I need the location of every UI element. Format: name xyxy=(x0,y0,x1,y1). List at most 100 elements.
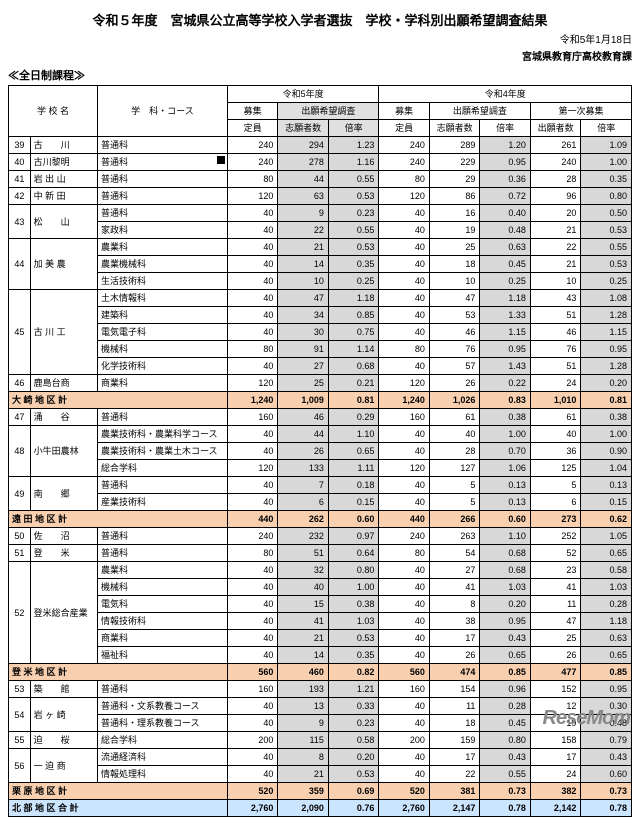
data-cell: 10 xyxy=(530,273,581,290)
hdr-firstround: 第一次募集 xyxy=(530,103,631,120)
data-cell: 1.28 xyxy=(581,358,632,375)
data-cell: 0.95 xyxy=(581,341,632,358)
department-name: 電気電子科 xyxy=(98,324,228,341)
school-name: 古 川 工 xyxy=(30,290,97,375)
data-cell: 0.20 xyxy=(328,749,379,766)
data-cell: 40 xyxy=(379,222,430,239)
data-cell: 115 xyxy=(278,732,329,749)
table-row: 建築科40340.8540531.33511.28 xyxy=(9,307,632,324)
data-cell: 382 xyxy=(530,783,581,800)
data-cell: 40 xyxy=(379,426,430,443)
data-cell: 40 xyxy=(227,494,278,511)
data-cell: 2,760 xyxy=(227,800,278,817)
row-number: 42 xyxy=(9,188,31,205)
department-name: 普通科 xyxy=(98,681,228,698)
data-cell: 46 xyxy=(278,409,329,426)
table-row: 49南 郷普通科4070.184050.1350.13 xyxy=(9,477,632,494)
table-row: 56一 迫 商流通経済科4080.2040170.43170.43 xyxy=(9,749,632,766)
data-cell: 40 xyxy=(379,205,430,222)
data-cell: 0.43 xyxy=(480,749,531,766)
department-name: 商業科 xyxy=(98,630,228,647)
data-cell: 0.15 xyxy=(328,494,379,511)
data-cell: 40 xyxy=(379,358,430,375)
data-cell: 40 xyxy=(429,426,480,443)
data-cell: 240 xyxy=(227,137,278,154)
data-cell: 0.38 xyxy=(581,409,632,426)
data-cell: 14 xyxy=(278,256,329,273)
data-cell: 40 xyxy=(379,596,430,613)
data-cell: 15 xyxy=(278,596,329,613)
table-row: 50佐 沼普通科2402320.972402631.102521.05 xyxy=(9,528,632,545)
data-cell: 1.05 xyxy=(581,528,632,545)
data-cell: 2,147 xyxy=(429,800,480,817)
data-cell: 1.03 xyxy=(581,579,632,596)
data-cell: 0.29 xyxy=(328,409,379,426)
data-cell: 0.53 xyxy=(328,630,379,647)
data-cell: 40 xyxy=(227,715,278,732)
hdr-y4: 令和4年度 xyxy=(379,86,632,103)
table-row: 北 部 地 区 合 計2,7602,0900.762,7602,1470.782… xyxy=(9,800,632,817)
row-number: 50 xyxy=(9,528,31,545)
data-cell: 22 xyxy=(429,766,480,783)
hdr-school: 学 校 名 xyxy=(9,86,98,137)
data-cell: 0.69 xyxy=(328,783,379,800)
data-cell: 0.45 xyxy=(480,715,531,732)
data-cell: 1,009 xyxy=(278,392,329,409)
department-name: 普通科 xyxy=(98,205,228,222)
table-row: 電気科40150.384080.20110.28 xyxy=(9,596,632,613)
data-cell: 24 xyxy=(530,766,581,783)
data-cell: 0.53 xyxy=(581,222,632,239)
issue-date: 令和5年1月18日 xyxy=(8,31,632,46)
data-cell: 36 xyxy=(530,443,581,460)
data-cell: 26 xyxy=(278,443,329,460)
row-number: 41 xyxy=(9,171,31,188)
school-name: 登 米 xyxy=(30,545,97,562)
data-cell: 440 xyxy=(379,511,430,528)
row-number: 53 xyxy=(9,681,31,698)
data-cell: 0.20 xyxy=(581,375,632,392)
school-name: 迫 桜 xyxy=(30,732,97,749)
data-cell: 80 xyxy=(227,545,278,562)
data-cell: 57 xyxy=(429,358,480,375)
table-row: 登 米 地 区 計5604600.825604740.854770.85 xyxy=(9,664,632,681)
data-cell: 17 xyxy=(429,630,480,647)
data-cell: 80 xyxy=(227,341,278,358)
data-cell: 6 xyxy=(530,494,581,511)
row-number: 55 xyxy=(9,732,31,749)
data-cell: 0.58 xyxy=(581,562,632,579)
table-row: 43松 山普通科4090.2340160.40200.50 xyxy=(9,205,632,222)
table-row: 栗 原 地 区 計5203590.695203810.733820.73 xyxy=(9,783,632,800)
department-name: 農業技術科・農業土木コース xyxy=(98,443,228,460)
results-table: 学 校 名 学 科・コース 令和5年度 令和4年度 募集 出願希望調査 募集 出… xyxy=(8,85,632,817)
hdr-survey: 出願希望調査 xyxy=(278,103,379,120)
data-cell: 1.00 xyxy=(581,426,632,443)
data-cell: 51 xyxy=(530,358,581,375)
data-cell: 40 xyxy=(379,443,430,460)
department-name: 普通科 xyxy=(98,528,228,545)
data-cell: 278 xyxy=(278,154,329,171)
data-cell: 560 xyxy=(379,664,430,681)
data-cell: 120 xyxy=(379,375,430,392)
data-cell: 47 xyxy=(530,613,581,630)
data-cell: 40 xyxy=(379,324,430,341)
row-number: 56 xyxy=(9,749,31,783)
table-row: 51登 米普通科80510.6480540.68520.65 xyxy=(9,545,632,562)
data-cell: 7 xyxy=(278,477,329,494)
data-cell: 152 xyxy=(530,681,581,698)
school-name: 古 川 xyxy=(30,137,97,154)
data-cell: 1.18 xyxy=(581,613,632,630)
data-cell: 0.25 xyxy=(480,273,531,290)
data-cell: 0.85 xyxy=(328,307,379,324)
data-cell: 13 xyxy=(278,698,329,715)
data-cell: 229 xyxy=(429,154,480,171)
data-cell: 41 xyxy=(278,613,329,630)
row-number: 44 xyxy=(9,239,31,290)
table-row: 家政科40220.5540190.48210.53 xyxy=(9,222,632,239)
data-cell: 40 xyxy=(227,205,278,222)
data-cell: 1.20 xyxy=(480,137,531,154)
department-name: 普通科・理系教養コース xyxy=(98,715,228,732)
table-row: 40古川黎明普通科2402781.162402290.952401.00 xyxy=(9,154,632,171)
data-cell: 26 xyxy=(530,647,581,664)
data-cell: 240 xyxy=(227,528,278,545)
data-cell: 193 xyxy=(278,681,329,698)
